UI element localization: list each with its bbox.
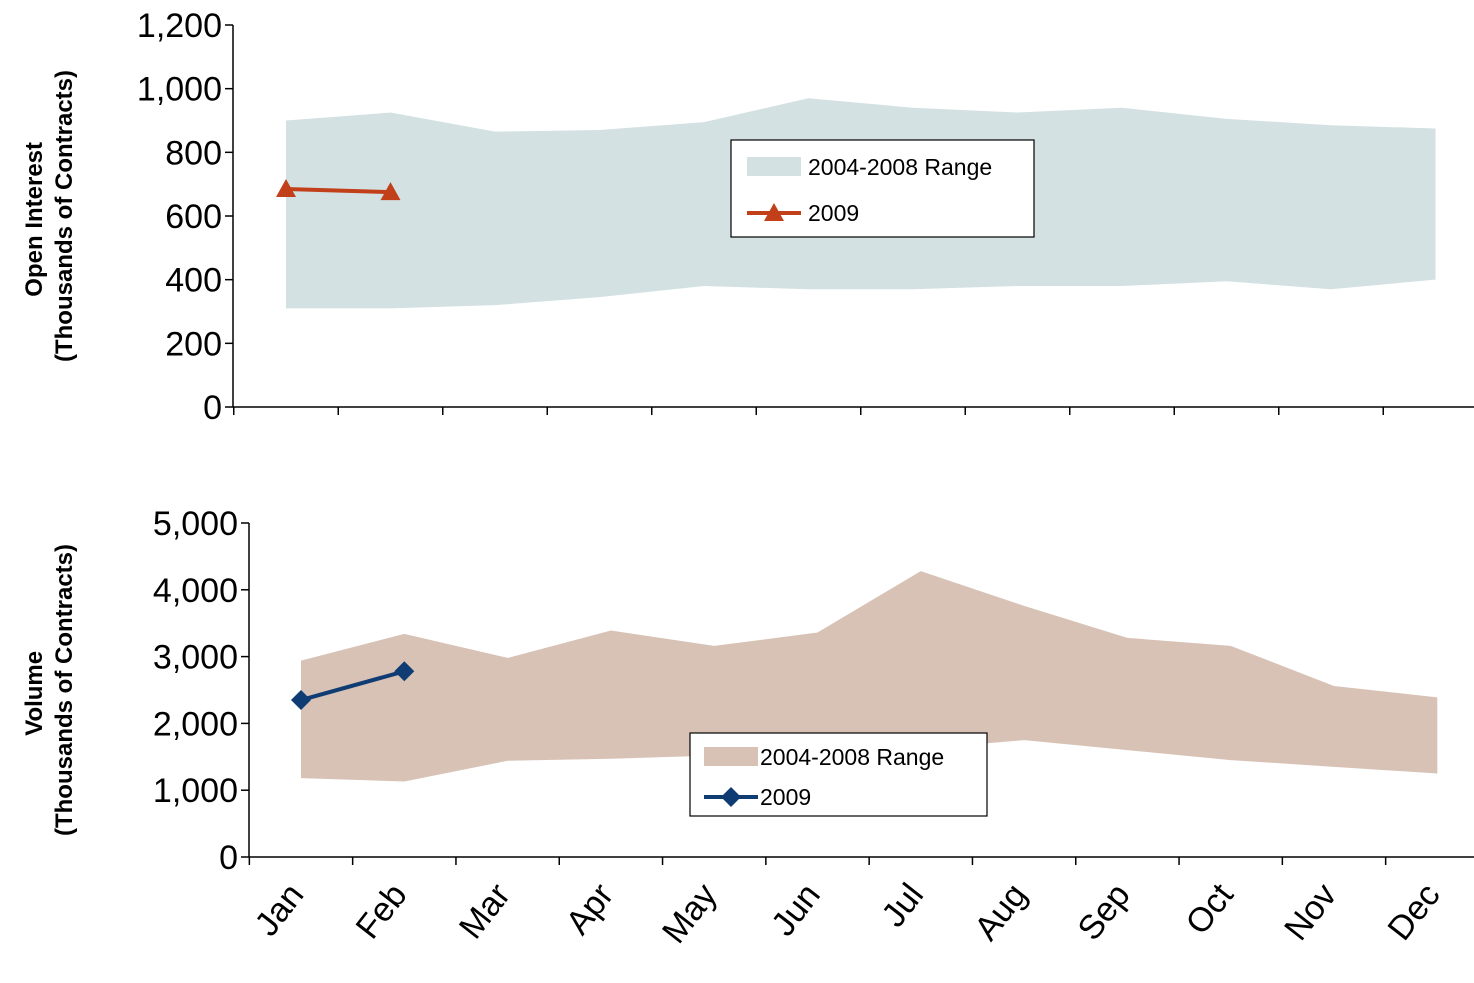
volume-2009-marker (291, 690, 311, 711)
volume-legend-box (689, 732, 988, 817)
open-interest-legend: 2004-2008 Range 2009 (730, 139, 1035, 238)
open-interest-y-tick-label: 1,000 (137, 71, 222, 109)
volume-2009-line (300, 669, 405, 702)
volume-range-area (301, 571, 1438, 782)
month-label: Aug (967, 877, 1034, 948)
open-interest-y-tick-label: 0 (203, 389, 222, 427)
open-interest-legend-range-swatch (747, 157, 801, 176)
volume-y-tick-label: 5,000 (153, 505, 238, 543)
volume-legend-2009-label: 2009 (760, 784, 811, 810)
volume-y-tick-label: 1,000 (153, 772, 238, 810)
open-interest-legend-2009-marker (764, 203, 784, 221)
volume-legend-range-swatch (704, 747, 758, 766)
volume-y-tick-label: 4,000 (153, 572, 238, 610)
month-label: Apr (559, 877, 622, 942)
open-interest-y-tick-label: 200 (165, 325, 222, 363)
open-interest-y-tick-label: 1,200 (137, 7, 222, 45)
open-interest-2009-marker (380, 182, 401, 201)
month-label: Jan (248, 877, 312, 944)
volume-legend-range-label: 2004-2008 Range (760, 744, 944, 770)
open-interest-2009-line (285, 186, 391, 195)
volume-y-tick-label: 3,000 (153, 639, 238, 677)
open-interest-y-tick-label: 800 (165, 134, 222, 172)
volume-y-tick-label: 2,000 (153, 705, 238, 743)
volume-legend-2009-marker (721, 787, 741, 807)
month-label: Jul (874, 877, 931, 935)
open-interest-y-title: Open Interest (Thousands of Contracts) (21, 70, 78, 362)
volume-legend: 2004-2008 Range 2009 (689, 732, 988, 817)
open-interest-y-tick-label: 400 (165, 262, 222, 300)
open-interest-y-tick-label: 600 (165, 198, 222, 236)
month-label: Jun (764, 877, 828, 944)
month-label: Dec (1380, 877, 1447, 948)
month-label: May (655, 877, 724, 951)
month-label: Oct (1178, 876, 1241, 942)
volume-2009-marker (394, 661, 415, 682)
month-label: Nov (1277, 877, 1344, 948)
volume-panel: 0 1,000 2,000 3,000 4,000 5,000 Volume (Thous… (21, 505, 1474, 877)
volume-y-title: Volume (Thousands of Contracts) (21, 544, 78, 836)
month-label: Feb (349, 877, 415, 947)
month-label: Mar (452, 877, 518, 947)
open-interest-legend-range-label: 2004-2008 Range (808, 154, 992, 180)
volume-y-tick-label: 0 (219, 839, 238, 877)
open-interest-legend-2009-label: 2009 (808, 200, 859, 226)
open-interest-2009-marker (276, 178, 296, 197)
month-label: Sep (1071, 877, 1138, 948)
open-interest-panel: 0 200 400 600 800 1,000 1,200 Open Interest (T… (21, 7, 1474, 427)
month-labels: Jan Feb Mar Apr May Jun Jul Aug Sep Oct Nov Dec (248, 876, 1448, 950)
